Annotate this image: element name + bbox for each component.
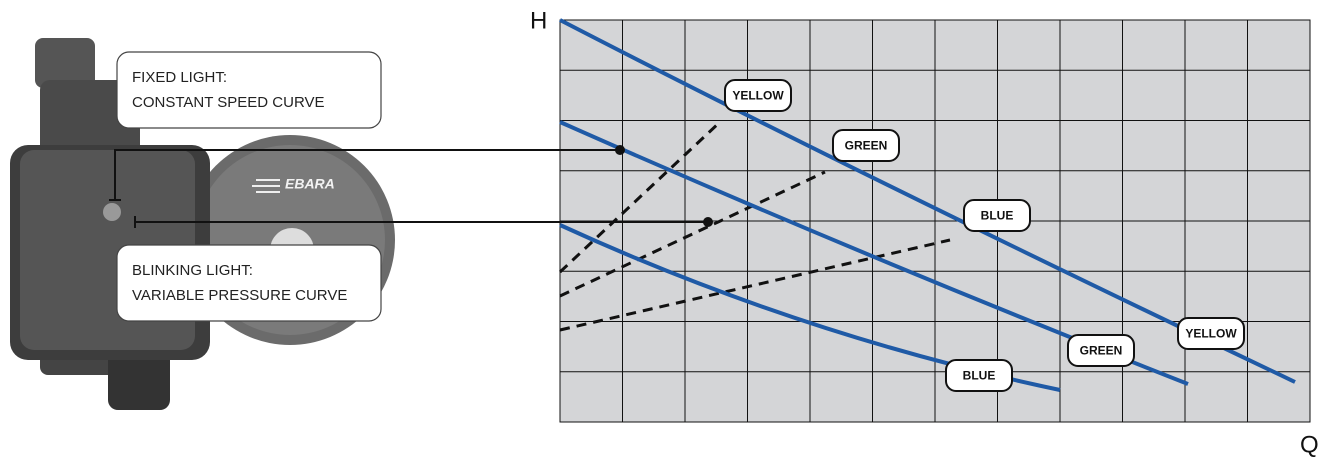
brand: EBARA (285, 176, 335, 192)
curve-label: GREEN (845, 139, 888, 153)
variable-curve (558, 120, 722, 274)
callout-text: BLINKING LIGHT: (132, 262, 253, 279)
curve-labels: YELLOW GREEN BLUE GREEN YELLOW BLUE (724, 79, 1245, 392)
curve-label-box (1067, 334, 1135, 367)
curve-label-box (832, 129, 900, 162)
callout-text: CONSTANT SPEED CURVE (132, 94, 325, 111)
callout-box (116, 244, 382, 322)
curve-label-box (945, 359, 1013, 392)
dashed-curves (558, 120, 951, 332)
brand-logo (252, 179, 280, 193)
connector-dot (703, 217, 713, 227)
connector-dot (615, 145, 625, 155)
connectors (109, 149, 708, 228)
curve-label-box (1177, 317, 1245, 350)
curve-label: BLUE (963, 369, 996, 383)
connector-line (114, 149, 620, 200)
callout-text: FIXED LIGHT: (132, 69, 227, 86)
curve-label: YELLOW (732, 89, 784, 103)
variable-curve (559, 170, 826, 298)
curve-label: BLUE (981, 209, 1014, 223)
pump-housing-top (40, 80, 140, 160)
pump-pipe-top (35, 38, 95, 88)
curve-label: YELLOW (1185, 327, 1237, 341)
constant-curve (559, 18, 1296, 384)
curve-label: GREEN (1080, 344, 1123, 358)
pump-light (103, 203, 121, 221)
callout-text: VARIABLE PRESSURE CURVE (132, 287, 347, 304)
x-axis-label: Q (1300, 431, 1319, 458)
callout-box (116, 51, 382, 129)
curve-label-box (963, 199, 1031, 232)
pump-connector (108, 350, 170, 410)
curve-label-box (724, 79, 792, 112)
y-axis-label: H (530, 7, 547, 34)
